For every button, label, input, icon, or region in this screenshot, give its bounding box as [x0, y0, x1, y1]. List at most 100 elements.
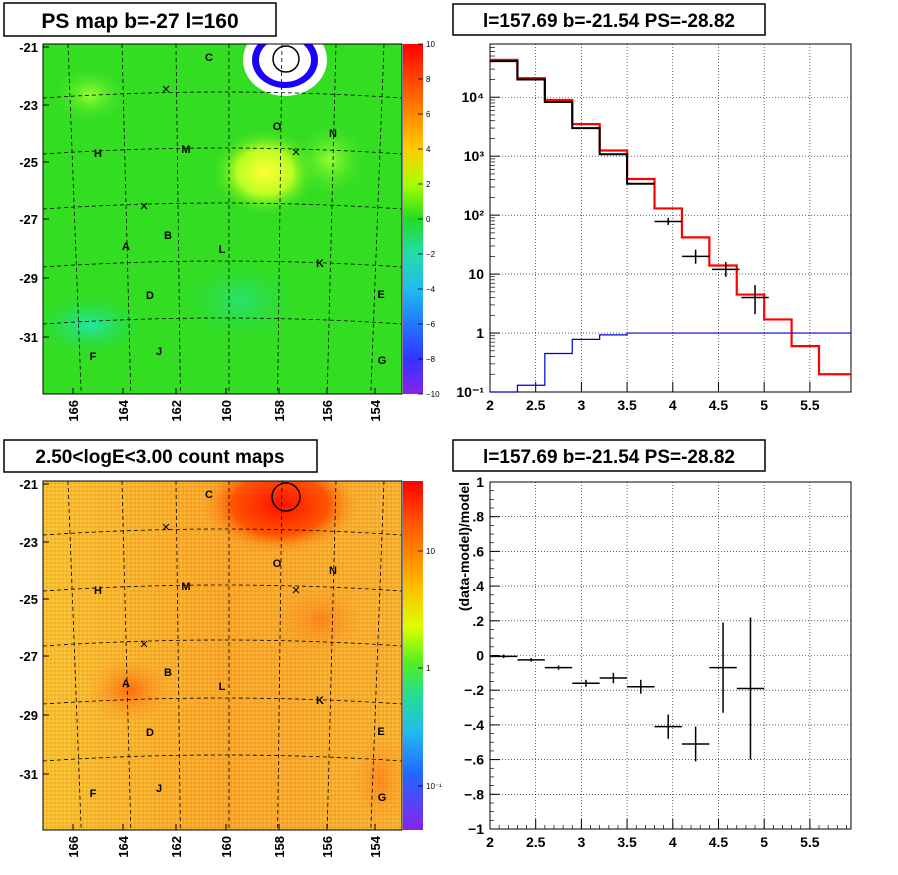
x-tick-label: 2: [486, 834, 494, 850]
count-map-axes: -21 -23 -25 -27 -29 -31 166 164 162 160 158 156 154: [19, 477, 383, 858]
y-tick-label: 10: [468, 266, 484, 282]
ps-map-colorbar-ticks: 10 8 6 4 2 0 −2 −4 −6 −8 −10: [418, 40, 440, 399]
y-tick-label: 10⁴: [462, 89, 485, 105]
latitude-line: [43, 639, 402, 647]
x-tick-label: 156: [320, 836, 335, 858]
source-label: D: [146, 290, 154, 302]
longitude-line: [277, 481, 283, 830]
y-tick-label: 0: [476, 648, 484, 664]
x-tick-label: 4.5: [709, 834, 729, 850]
source-label: O: [273, 558, 282, 570]
y-tick-label: .8: [472, 509, 484, 525]
y-tick-label: -23: [19, 98, 38, 113]
x-tick-label: 3: [577, 834, 585, 850]
source-label: J: [156, 783, 162, 795]
x-tick-label: 3: [577, 397, 585, 413]
ps-map-source-labels: C O N H M A B L K D E F J G: [90, 52, 387, 367]
source-label: B: [164, 667, 172, 679]
x-tick-label: 2: [486, 397, 494, 413]
y-tick-label: .6: [472, 543, 484, 559]
y-tick-label: −.4: [464, 717, 484, 733]
longitude-line: [67, 481, 82, 830]
y-tick-label: −.2: [464, 682, 484, 698]
latitude-line: [43, 91, 402, 99]
colorbar-tick-label: 1: [426, 664, 431, 673]
y-tick-label: -25: [19, 155, 38, 170]
x-tick-label: 3.5: [617, 834, 637, 850]
colorbar-tick-label: −4: [426, 285, 436, 294]
x-tick-label: 5: [760, 834, 768, 850]
spectrum-plot: 10⁻¹ 1 10 10² 10³ 10⁴ 2 2.5 3 3.5 4 4.5 5 5.5: [456, 43, 852, 413]
y-tick-label: -21: [19, 477, 38, 492]
source-label: C: [205, 489, 213, 501]
y-tick-label: 10⁻¹: [456, 384, 484, 400]
source-label: A: [122, 241, 130, 253]
source-label: N: [329, 565, 337, 577]
source-label: N: [329, 128, 337, 140]
longitude-line: [370, 481, 385, 830]
x-tick-label: 3.5: [617, 397, 637, 413]
latitude-line: [43, 260, 402, 268]
longitude-line: [175, 481, 181, 830]
latitude-line: [43, 147, 402, 155]
x-tick-label: 164: [116, 399, 131, 421]
y-tick-label: 10³: [464, 148, 485, 164]
source-label: O: [273, 121, 282, 133]
source-label: B: [164, 230, 172, 242]
latitude-line: [43, 202, 402, 210]
latitude-line: [43, 317, 402, 325]
cross-marker: [292, 148, 300, 156]
y-tick-label: −.8: [464, 786, 484, 802]
residual-title: l=157.69 b=-21.54 PS=-28.82: [483, 447, 735, 468]
x-tick-label: 154: [368, 399, 383, 421]
source-label: J: [156, 346, 162, 358]
ps-map-axes: -21 -23 -25 -27 -29 -31 166 164 162 160 158 156 154: [19, 40, 383, 422]
colorbar-tick-label: 10: [426, 547, 435, 556]
target-circle: [271, 482, 301, 512]
x-tick-label: 4: [669, 397, 677, 413]
source-label: K: [316, 695, 324, 707]
y-tick-label: −.6: [464, 752, 484, 768]
histogram-series: [490, 60, 655, 185]
x-tick-label: 2.5: [526, 397, 546, 413]
count-map-title: 2.50<logE<3.00 count maps: [35, 447, 284, 468]
ps-map-title-box: PS map b=-27 l=160: [3, 2, 277, 37]
y-tick-label: -27: [19, 649, 38, 664]
source-label: A: [122, 678, 130, 690]
latitude-line: [43, 697, 402, 705]
x-tick-label: 160: [219, 836, 234, 858]
source-label: L: [219, 681, 226, 693]
longitude-line: [121, 481, 132, 830]
x-tick-label: 5: [760, 397, 768, 413]
y-tick-label: -31: [19, 330, 38, 345]
cross-marker: [162, 523, 170, 531]
longitude-line: [121, 44, 132, 394]
latitude-line: [43, 584, 402, 592]
y-tick-label: -25: [19, 592, 38, 607]
cross-marker: [140, 202, 148, 210]
source-label: F: [90, 351, 97, 363]
latitude-line: [43, 754, 402, 762]
y-tick-label: .4: [472, 578, 484, 594]
colorbar-tick-label: 10: [426, 40, 435, 49]
x-tick-label: 158: [272, 400, 287, 422]
y-tick-label: -31: [19, 767, 38, 782]
y-tick-label: -29: [19, 708, 38, 723]
histogram-series: [490, 332, 851, 393]
x-tick-label: 160: [219, 400, 234, 422]
longitude-line: [67, 44, 82, 394]
source-label: E: [377, 726, 384, 738]
count-map-source-labels: C O N H M A B L K D E F J G: [90, 489, 387, 804]
count-map-plot: [43, 481, 402, 830]
ps-map-title: PS map b=-27 l=160: [41, 10, 238, 33]
x-tick-label: 2.5: [526, 834, 546, 850]
x-tick-label: 162: [169, 836, 184, 858]
colorbar-tick-label: 0: [426, 215, 431, 224]
colorbar-tick-label: −8: [426, 355, 436, 364]
y-tick-label: -21: [19, 40, 38, 55]
y-tick-label: -23: [19, 535, 38, 550]
count-map-markers: [140, 482, 301, 648]
target-circle: [272, 45, 300, 73]
count-map-grid: [43, 481, 402, 830]
